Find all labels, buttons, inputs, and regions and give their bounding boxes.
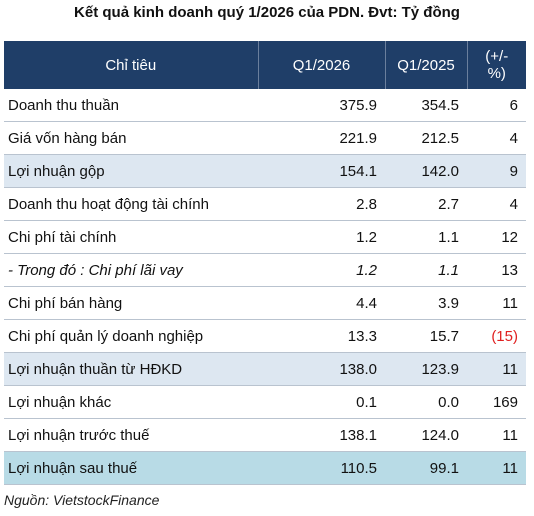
- row-change: 13: [467, 253, 526, 287]
- financial-results-table: Chỉ tiêu Q1/2026 Q1/2025 (+/- %) Doanh t…: [4, 41, 526, 485]
- row-q1-2026: 2.8: [258, 187, 385, 221]
- row-change: (15): [467, 319, 526, 353]
- row-label: Lợi nhuận gộp: [4, 154, 258, 188]
- row-label: Lợi nhuận thuần từ HĐKD: [4, 352, 258, 386]
- row-q1-2026: 0.1: [258, 385, 385, 419]
- header-indicator: Chỉ tiêu: [4, 41, 258, 89]
- table-row: Lợi nhuận trước thuế 138.1 124.0 11: [4, 418, 526, 452]
- row-q1-2025: 3.9: [385, 286, 467, 320]
- row-q1-2025: 99.1: [385, 451, 467, 485]
- header-change-percent: (+/- %): [466, 41, 526, 89]
- row-q1-2026: 138.1: [258, 418, 385, 452]
- row-q1-2025: 2.7: [385, 187, 467, 221]
- row-label: Doanh thu hoạt động tài chính: [4, 187, 258, 221]
- row-q1-2026: 13.3: [258, 319, 385, 353]
- row-q1-2025: 123.9: [385, 352, 467, 386]
- row-q1-2025: 212.5: [385, 121, 467, 155]
- row-q1-2026: 154.1: [258, 154, 385, 188]
- row-change: 12: [467, 220, 526, 254]
- source-note: Nguồn: VietstockFinance: [4, 492, 160, 508]
- row-label: - Trong đó : Chi phí lãi vay: [4, 253, 258, 287]
- row-q1-2026: 375.9: [258, 89, 385, 122]
- row-change: 11: [467, 286, 526, 320]
- row-change: 9: [467, 154, 526, 188]
- table-row: Giá vốn hàng bán 221.9 212.5 4: [4, 121, 526, 155]
- row-label: Chi phí bán hàng: [4, 286, 258, 320]
- row-label: Giá vốn hàng bán: [4, 121, 258, 155]
- row-label: Chi phí tài chính: [4, 220, 258, 254]
- table-row: Chi phí quản lý doanh nghiệp 13.3 15.7 (…: [4, 319, 526, 353]
- row-label: Chi phí quản lý doanh nghiệp: [4, 319, 258, 353]
- header-q1-2026: Q1/2026: [257, 41, 385, 89]
- table-row: Chi phí tài chính 1.2 1.1 12: [4, 220, 526, 254]
- row-change: 169: [467, 385, 526, 419]
- table-row: Doanh thu thuần 375.9 354.5 6: [4, 89, 526, 122]
- row-q1-2025: 354.5: [385, 89, 467, 122]
- row-change: 11: [467, 451, 526, 485]
- row-label: Lợi nhuận trước thuế: [4, 418, 258, 452]
- row-label: Lợi nhuận khác: [4, 385, 258, 419]
- row-change: 4: [467, 187, 526, 221]
- table-row: Lợi nhuận thuần từ HĐKD 138.0 123.9 11: [4, 352, 526, 386]
- row-change: 6: [467, 89, 526, 122]
- row-change: 4: [467, 121, 526, 155]
- row-change: 11: [467, 352, 526, 386]
- table-row: - Trong đó : Chi phí lãi vay 1.2 1.1 13: [4, 253, 526, 287]
- table-title: Kết quả kinh doanh quý 1/2026 của PDN. Đ…: [74, 4, 460, 21]
- header-q1-2025: Q1/2025: [384, 41, 467, 89]
- row-q1-2026: 1.2: [258, 220, 385, 254]
- table-row: Lợi nhuận gộp 154.1 142.0 9: [4, 154, 526, 188]
- table-row: Lợi nhuận khác 0.1 0.0 169: [4, 385, 526, 419]
- row-q1-2026: 4.4: [258, 286, 385, 320]
- row-change: 11: [467, 418, 526, 452]
- row-q1-2026: 1.2: [258, 253, 385, 287]
- row-q1-2025: 124.0: [385, 418, 467, 452]
- row-q1-2025: 15.7: [385, 319, 467, 353]
- row-q1-2025: 0.0: [385, 385, 467, 419]
- row-label: Lợi nhuận sau thuế: [4, 451, 258, 485]
- table-row: Chi phí bán hàng 4.4 3.9 11: [4, 286, 526, 320]
- row-q1-2026: 110.5: [258, 451, 385, 485]
- table-row: Doanh thu hoạt động tài chính 2.8 2.7 4: [4, 187, 526, 221]
- row-q1-2025: 1.1: [385, 220, 467, 254]
- row-q1-2025: 1.1: [385, 253, 467, 287]
- table-header-row: Chỉ tiêu Q1/2026 Q1/2025 (+/- %): [4, 41, 526, 89]
- row-q1-2026: 221.9: [258, 121, 385, 155]
- row-q1-2026: 138.0: [258, 352, 385, 386]
- row-label: Doanh thu thuần: [4, 89, 258, 122]
- table-row: Lợi nhuận sau thuế 110.5 99.1 11: [4, 451, 526, 485]
- row-q1-2025: 142.0: [385, 154, 467, 188]
